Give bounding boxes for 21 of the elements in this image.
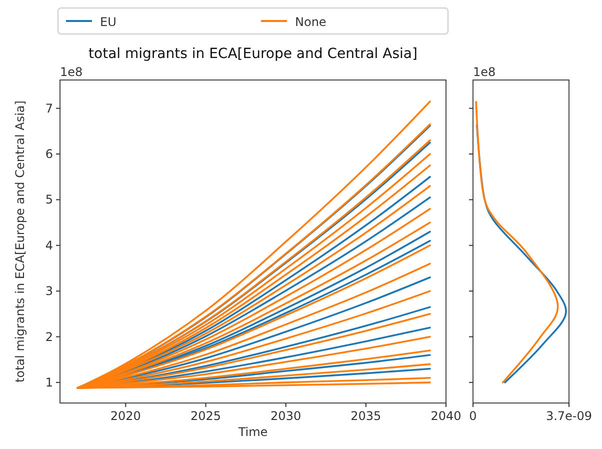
y-tick-label: 7 bbox=[45, 101, 53, 116]
x-tick-label: 3.7e-09 bbox=[546, 409, 592, 423]
y-tick-label: 1 bbox=[45, 375, 53, 390]
y-tick-label: 2 bbox=[45, 330, 53, 344]
y-axis-title: total migrants in ECA[Europe and Central Asia] bbox=[13, 100, 27, 382]
text: 1e8 bbox=[60, 65, 83, 79]
y-tick-label: 4 bbox=[45, 238, 53, 252]
y-tick-label: 6 bbox=[45, 147, 53, 162]
y-tick-label: 5 bbox=[45, 192, 53, 207]
x-axis-title: Time bbox=[237, 425, 268, 439]
legend-label: None bbox=[295, 15, 326, 29]
x-tick-label: 2040 bbox=[430, 409, 462, 423]
x-tick-label: 2020 bbox=[110, 409, 141, 423]
x-tick-label: 2030 bbox=[270, 409, 302, 423]
x-tick-label: 2035 bbox=[350, 409, 382, 423]
text: 1e8 bbox=[473, 65, 496, 79]
x-tick-label: 0 bbox=[469, 409, 477, 423]
chart-title: total migrants in ECA[Europe and Central Asia] bbox=[88, 46, 418, 62]
legend-label: EU bbox=[100, 15, 116, 29]
y-tick-label: 3 bbox=[45, 284, 53, 298]
x-tick-label: 2025 bbox=[190, 409, 222, 423]
